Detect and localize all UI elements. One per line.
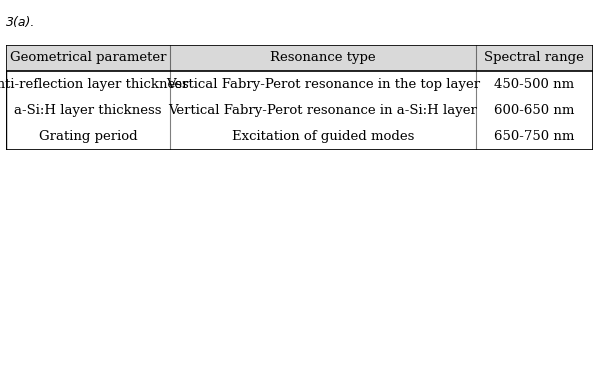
Bar (6, 45, 593, 71)
Text: Vertical Fabry-Perot resonance in the top layer: Vertical Fabry-Perot resonance in the to… (166, 78, 480, 91)
Text: 650-750 nm: 650-750 nm (494, 130, 574, 143)
Text: Resonance type: Resonance type (270, 52, 376, 64)
Text: Grating period: Grating period (39, 130, 138, 143)
Text: Anti-reflection layer thickness: Anti-reflection layer thickness (0, 78, 189, 91)
Text: 3(a).: 3(a). (6, 16, 35, 29)
Text: Spectral range: Spectral range (485, 52, 584, 64)
Text: Excitation of guided modes: Excitation of guided modes (232, 130, 414, 143)
Text: Geometrical parameter: Geometrical parameter (10, 52, 167, 64)
Text: Vertical Fabry-Perot resonance in a-Si:H layer: Vertical Fabry-Perot resonance in a-Si:H… (168, 104, 477, 117)
Text: 450-500 nm: 450-500 nm (494, 78, 574, 91)
Text: 600-650 nm: 600-650 nm (494, 104, 574, 117)
Text: a-Si:H layer thickness: a-Si:H layer thickness (14, 104, 162, 117)
